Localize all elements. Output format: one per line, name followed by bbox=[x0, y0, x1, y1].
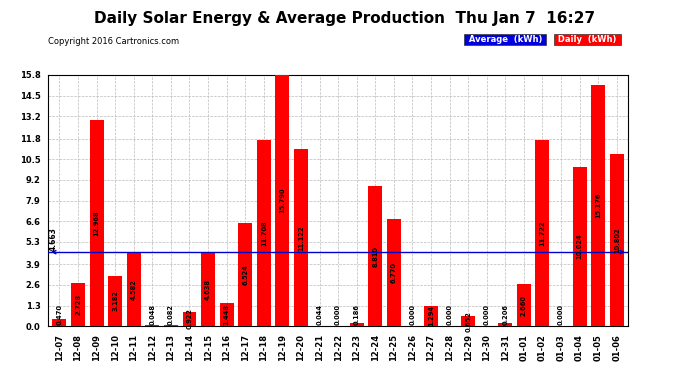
Text: 15.790: 15.790 bbox=[279, 188, 286, 213]
Text: 11.722: 11.722 bbox=[540, 220, 546, 246]
Text: 0.922: 0.922 bbox=[186, 308, 193, 329]
Text: 2.728: 2.728 bbox=[75, 294, 81, 315]
Text: 0.000: 0.000 bbox=[335, 304, 341, 326]
Text: 0.082: 0.082 bbox=[168, 304, 174, 326]
Text: 10.024: 10.024 bbox=[577, 234, 582, 260]
Text: 2.660: 2.660 bbox=[521, 295, 527, 316]
Bar bbox=[127, 254, 141, 326]
Text: 0.000: 0.000 bbox=[558, 304, 564, 326]
Bar bbox=[71, 283, 85, 326]
Bar bbox=[164, 325, 178, 326]
Text: 4.663: 4.663 bbox=[49, 227, 58, 251]
Bar bbox=[350, 323, 364, 326]
Text: Copyright 2016 Cartronics.com: Copyright 2016 Cartronics.com bbox=[48, 38, 179, 46]
Text: 0.000: 0.000 bbox=[484, 304, 490, 326]
Text: 1.448: 1.448 bbox=[224, 304, 230, 325]
Bar bbox=[368, 186, 382, 326]
Text: 0.000: 0.000 bbox=[409, 304, 415, 326]
Bar bbox=[610, 154, 624, 326]
Text: 1.294: 1.294 bbox=[428, 306, 434, 327]
Bar bbox=[90, 120, 104, 326]
Text: 0.652: 0.652 bbox=[465, 310, 471, 332]
Bar bbox=[257, 140, 270, 326]
Bar bbox=[517, 284, 531, 326]
Text: Daily  (kWh): Daily (kWh) bbox=[555, 35, 620, 44]
Text: 4.638: 4.638 bbox=[205, 279, 211, 300]
Text: 0.044: 0.044 bbox=[317, 304, 322, 326]
Text: Average  (kWh): Average (kWh) bbox=[466, 35, 545, 44]
Text: 11.122: 11.122 bbox=[298, 225, 304, 251]
Bar bbox=[108, 276, 122, 326]
Bar bbox=[219, 303, 234, 326]
Bar bbox=[461, 316, 475, 326]
Bar bbox=[238, 222, 252, 326]
Bar bbox=[387, 219, 401, 326]
Text: 11.708: 11.708 bbox=[261, 220, 267, 246]
Bar bbox=[498, 323, 512, 326]
Text: 15.176: 15.176 bbox=[595, 193, 601, 218]
Bar bbox=[183, 312, 197, 326]
Text: 0.206: 0.206 bbox=[502, 304, 509, 326]
Bar bbox=[294, 149, 308, 326]
Bar bbox=[573, 167, 586, 326]
Text: 0.186: 0.186 bbox=[354, 304, 359, 326]
Bar bbox=[591, 85, 605, 326]
Text: 0.000: 0.000 bbox=[446, 304, 453, 326]
Bar bbox=[424, 306, 438, 326]
Text: 4.582: 4.582 bbox=[130, 279, 137, 300]
Bar bbox=[201, 252, 215, 326]
Bar bbox=[52, 319, 66, 326]
Text: 3.182: 3.182 bbox=[112, 291, 118, 312]
Text: 0.470: 0.470 bbox=[57, 304, 63, 326]
Text: 8.810: 8.810 bbox=[372, 246, 378, 267]
Text: 12.968: 12.968 bbox=[94, 210, 99, 236]
Bar bbox=[275, 75, 289, 326]
Bar bbox=[535, 140, 549, 326]
Text: 0.048: 0.048 bbox=[149, 304, 155, 326]
Text: 6.770: 6.770 bbox=[391, 262, 397, 283]
Text: Daily Solar Energy & Average Production  Thu Jan 7  16:27: Daily Solar Energy & Average Production … bbox=[95, 11, 595, 26]
Text: 10.802: 10.802 bbox=[613, 228, 620, 253]
Text: 6.524: 6.524 bbox=[242, 264, 248, 285]
